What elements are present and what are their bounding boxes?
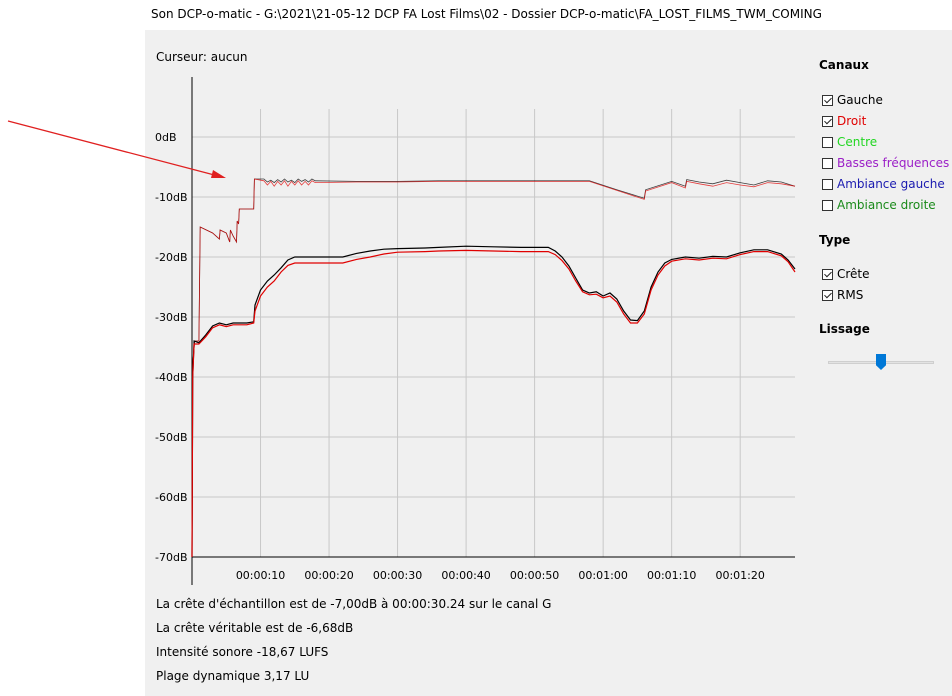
rms-series-line	[191, 249, 796, 558]
x-tick-label: 00:00:20	[304, 569, 353, 582]
type-heading: Type	[819, 233, 851, 247]
channel-label: Centre	[837, 135, 878, 149]
type-label: Crête	[837, 267, 870, 281]
checkbox-box[interactable]	[822, 136, 833, 148]
audio-graph[interactable]: 0dB -10dB -20dB -30dB -40dB -50dB -60dB -70dB 00…	[145, 30, 952, 585]
y-tick-label: -20dB	[155, 251, 188, 264]
channel-droit-checkbox[interactable]: Droit	[822, 113, 866, 129]
y-tick-label: -40dB	[155, 371, 188, 384]
x-tick-label: 00:01:20	[715, 569, 764, 582]
channel-lfe-checkbox[interactable]: Basses fréquences	[822, 155, 949, 171]
true-peak-text: La crête véritable est de -6,68dB	[156, 621, 354, 635]
channel-label: Gauche	[837, 93, 883, 107]
title-bar: Son DCP-o-matic - G:\2021\21-05-12 DCP F…	[0, 0, 952, 30]
checkbox-box[interactable]	[822, 115, 833, 127]
type-label: RMS	[837, 288, 864, 302]
checkbox-box[interactable]	[822, 157, 833, 169]
x-tick-label: 00:00:40	[441, 569, 490, 582]
channel-ambiance-gauche-checkbox[interactable]: Ambiance gauche	[822, 176, 945, 192]
peak-series-line	[191, 178, 796, 558]
y-tick-label: -10dB	[155, 191, 188, 204]
channel-label: Ambiance gauche	[837, 177, 945, 191]
channel-gauche-checkbox[interactable]: Gauche	[822, 92, 883, 108]
channel-label: Ambiance droite	[837, 198, 936, 212]
channels-heading: Canaux	[819, 58, 869, 72]
checkbox-box[interactable]	[822, 178, 833, 190]
cursor-label: Curseur: aucun	[156, 50, 248, 64]
channel-ambiance-droite-checkbox[interactable]: Ambiance droite	[822, 197, 936, 213]
x-tick-label: 00:00:10	[236, 569, 285, 582]
channel-label: Basses fréquences	[837, 156, 950, 170]
y-tick-label: -60dB	[155, 491, 188, 504]
dynamic-range-text: Plage dynamique 3,17 LU	[156, 669, 310, 683]
smoothing-slider-thumb[interactable]	[876, 354, 886, 370]
peak-series-line	[191, 178, 796, 558]
annotation-arrow	[7, 120, 226, 178]
sample-peak-text: La crête d'échantillon est de -7,00dB à …	[156, 597, 552, 611]
y-tick-label: -70dB	[155, 551, 188, 564]
smoothing-heading: Lissage	[819, 322, 870, 336]
type-rms-checkbox[interactable]: RMS	[822, 287, 863, 303]
y-tick-label: -50dB	[155, 431, 188, 444]
channel-centre-checkbox[interactable]: Centre	[822, 134, 877, 150]
checkbox-box[interactable]	[822, 268, 833, 280]
y-tick-label: 0dB	[155, 131, 177, 144]
x-tick-label: 00:00:50	[510, 569, 559, 582]
checkbox-box[interactable]	[822, 94, 833, 106]
x-tick-label: 00:01:00	[578, 569, 627, 582]
checkbox-box[interactable]	[822, 289, 833, 301]
main-panel	[145, 30, 952, 696]
loudness-text: Intensité sonore -18,67 LUFS	[156, 645, 329, 659]
x-tick-label: 00:01:10	[647, 569, 696, 582]
checkbox-box[interactable]	[822, 199, 833, 211]
channel-label: Droit	[837, 114, 867, 128]
y-tick-label: -30dB	[155, 311, 188, 324]
x-tick-label: 00:00:30	[373, 569, 422, 582]
rms-series-line	[191, 245, 796, 558]
window-title: Son DCP-o-matic - G:\2021\21-05-12 DCP F…	[151, 7, 822, 21]
type-peak-checkbox[interactable]: Crête	[822, 266, 870, 282]
